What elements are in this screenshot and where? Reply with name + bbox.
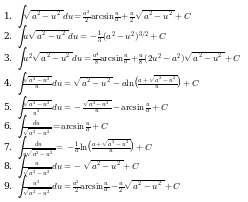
Text: 8.  $\int \frac{u}{\sqrt{a^2 - u^2}}\, du = -\sqrt{a^2 - u^2} + C$: 8. $\int \frac{u}{\sqrt{a^2 - u^2}}\, du… bbox=[3, 152, 140, 179]
Text: 1.  $\int \sqrt{a^2 - u^2}\, du = \frac{a^2}{2} \arcsin \frac{u}{a} + \frac{u}{2: 1. $\int \sqrt{a^2 - u^2}\, du = \frac{a… bbox=[3, 3, 192, 30]
Text: 2.  $\int u\sqrt{a^2 - u^2}\, du = -\frac{1}{3}(a^2 - u^2)^{3/2} + C$: 2. $\int u\sqrt{a^2 - u^2}\, du = -\frac… bbox=[3, 23, 168, 50]
Text: 7.  $\int \frac{du}{u\sqrt{a^2 - u^2}} = -\frac{1}{a}\ln\!\left(\frac{a + \sqrt{: 7. $\int \frac{du}{u\sqrt{a^2 - u^2}} = … bbox=[3, 133, 154, 160]
Text: 6.  $\int \frac{du}{\sqrt{a^2 - u^2}} = \arcsin \frac{u}{a} + C$: 6. $\int \frac{du}{\sqrt{a^2 - u^2}} = \… bbox=[3, 113, 109, 140]
Text: 5.  $\int \frac{\sqrt{a^2 - u^2}}{u^2}\, du = -\frac{\sqrt{a^2 - u^2}}{u} - \arc: 5. $\int \frac{\sqrt{a^2 - u^2}}{u^2}\, … bbox=[3, 93, 169, 120]
Text: 3.  $\int u^2\sqrt{a^2 - u^2}\, du = \frac{a^4}{8} \arcsin \frac{u}{a} + \frac{u: 3. $\int u^2\sqrt{a^2 - u^2}\, du = \fra… bbox=[3, 45, 242, 72]
Text: 9.  $\int \frac{u^2}{\sqrt{a^2 - u^2}}\, du = \frac{a^2}{2} \arcsin \frac{u}{a} : 9. $\int \frac{u^2}{\sqrt{a^2 - u^2}}\, … bbox=[3, 172, 182, 199]
Text: 4.  $\int \frac{\sqrt{a^2 - u^2}}{u}\, du = \sqrt{a^2 - u^2} - a\ln\!\left(\frac: 4. $\int \frac{\sqrt{a^2 - u^2}}{u}\, du… bbox=[3, 70, 200, 97]
